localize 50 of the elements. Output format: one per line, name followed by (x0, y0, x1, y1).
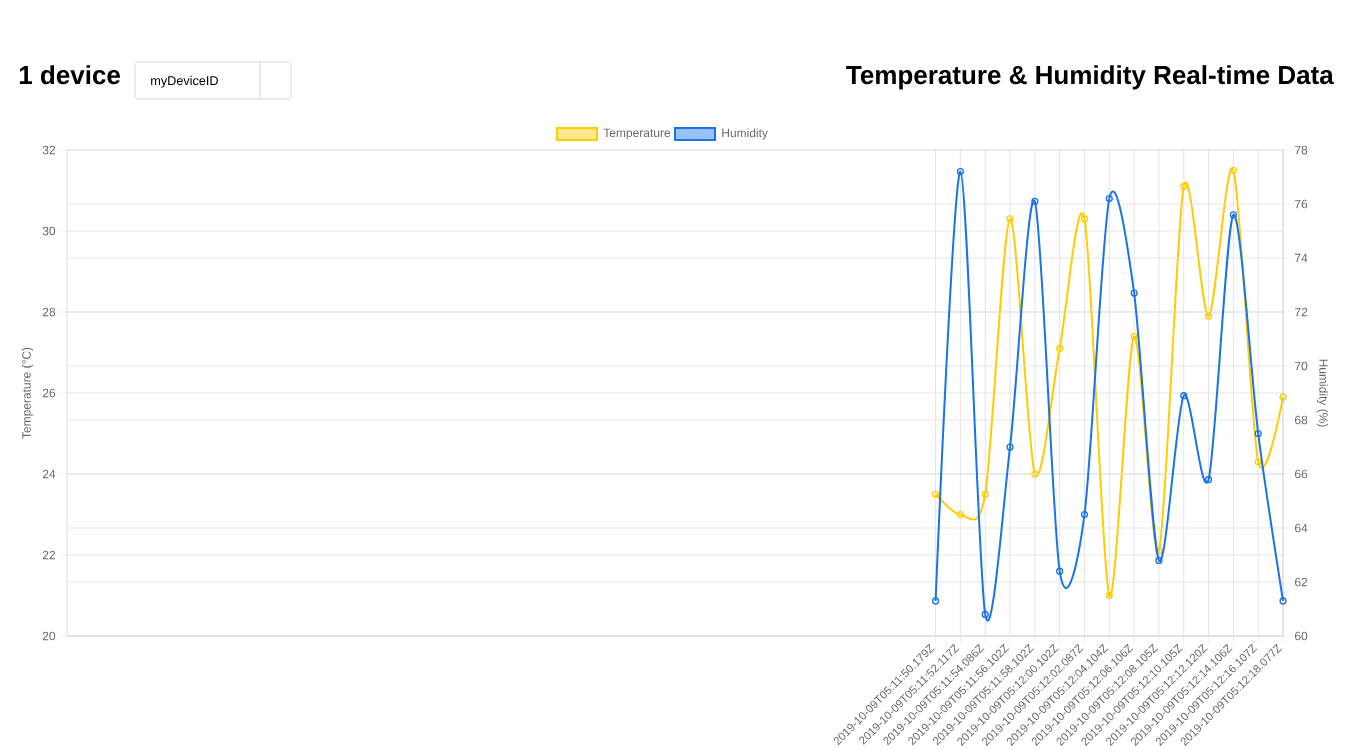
point (981, 490, 989, 498)
legend-label: Temperature (603, 128, 671, 140)
y2-tick-label: 64 (1295, 523, 1308, 533)
y2-tick-label: 72 (1295, 307, 1308, 317)
y2-tick-label: 60 (1295, 631, 1308, 641)
chart-title: Temperature & Humidity Real-time Data (846, 65, 1334, 90)
point (1056, 567, 1064, 575)
y-tick-label: 22 (42, 550, 56, 560)
point (1080, 215, 1089, 223)
y2-tick-label: 76 (1295, 199, 1308, 209)
y-tick-label: 24 (42, 469, 56, 479)
y-axis-title: Temperature (°C) (21, 347, 34, 439)
point (1155, 556, 1163, 565)
y2-tick-label: 70 (1295, 361, 1308, 371)
point (1130, 289, 1138, 297)
point (1031, 470, 1039, 478)
y2-tick-label: 78 (1295, 145, 1308, 155)
point (1130, 332, 1138, 340)
y2-tick-label: 68 (1295, 415, 1308, 425)
point (1180, 392, 1188, 400)
y-tick-label: 26 (42, 388, 56, 398)
point (1180, 182, 1188, 191)
point (956, 168, 965, 176)
point (981, 610, 989, 619)
y2-tick-label: 74 (1295, 253, 1308, 263)
text: 1 device (19, 65, 120, 85)
point (1254, 458, 1262, 466)
y-tick-label: 30 (42, 226, 56, 236)
point (1080, 510, 1089, 519)
point (1204, 312, 1213, 320)
point (1105, 195, 1113, 203)
y2-tick-label: 62 (1295, 577, 1308, 587)
y-tick-label: 20 (42, 631, 56, 641)
y-tick-label: 28 (42, 307, 56, 317)
point (1229, 211, 1237, 219)
point (956, 510, 964, 519)
point (1006, 215, 1014, 223)
point (1155, 547, 1163, 555)
y2-axis-title: Humidity (%) (1316, 359, 1329, 427)
text: myDeviceID (151, 75, 218, 88)
legend-label: Humidity (722, 128, 768, 140)
point (1006, 443, 1014, 451)
y-tick-label: 32 (42, 145, 56, 155)
point (1204, 475, 1213, 484)
point (1254, 429, 1262, 438)
point (1105, 591, 1113, 600)
point (1229, 166, 1237, 174)
point (1031, 197, 1039, 205)
y2-tick-label: 66 (1295, 469, 1308, 479)
point (1056, 344, 1064, 353)
